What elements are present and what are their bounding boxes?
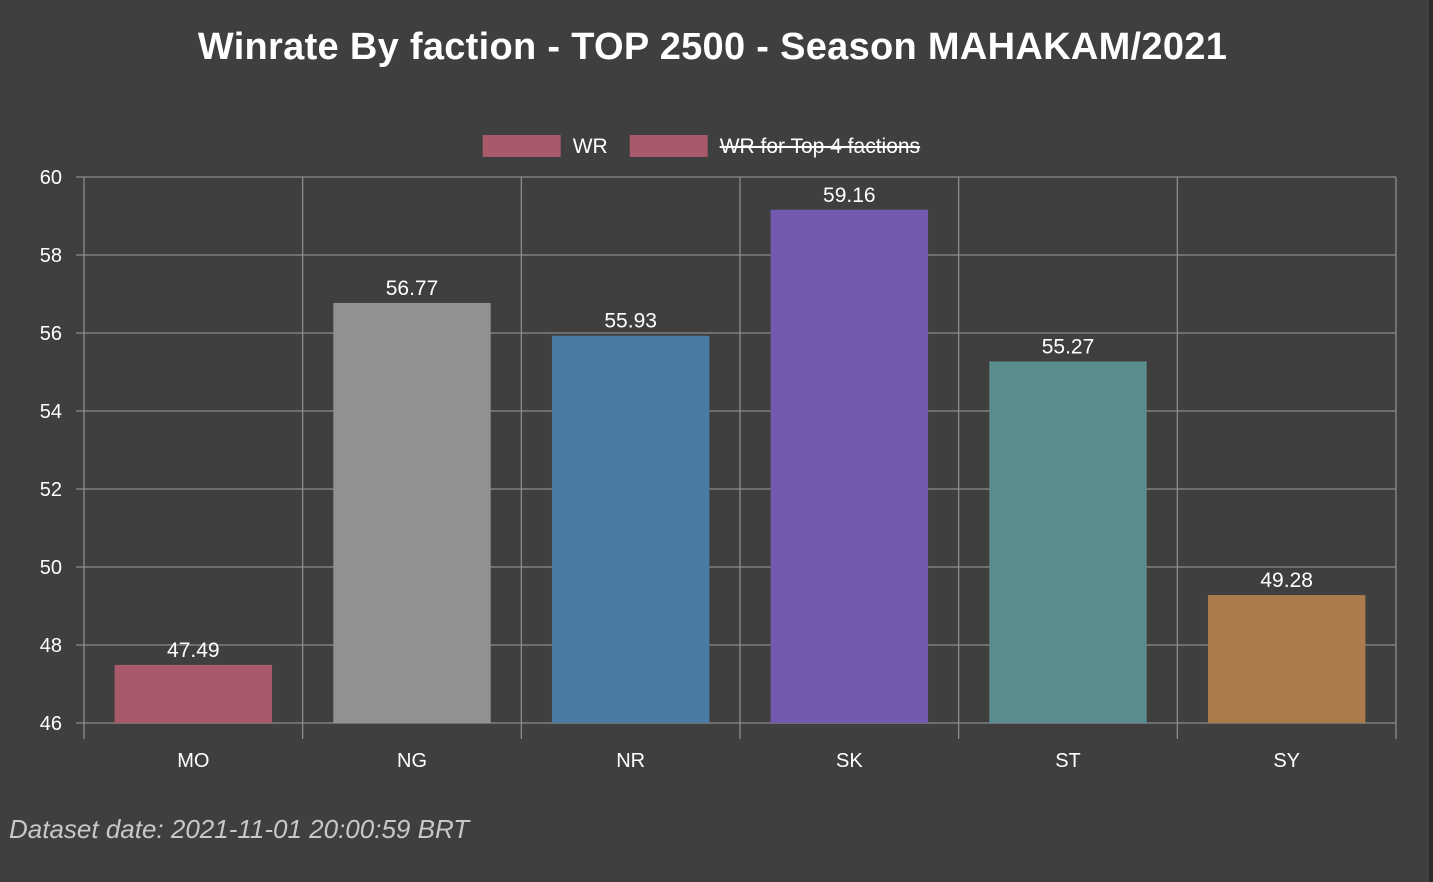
y-tick-label: 58 [40, 245, 62, 267]
x-tick-label: MO [177, 750, 209, 772]
value-label-sy: 49.28 [1260, 569, 1313, 592]
y-tick-label: 54 [40, 401, 62, 423]
x-tick-label: ST [1055, 750, 1081, 772]
value-label-ng: 56.77 [386, 277, 439, 300]
grid-lines [76, 176, 1397, 739]
legend-swatch [629, 135, 708, 157]
y-tick-label: 52 [40, 479, 62, 501]
x-tick-label: NR [616, 750, 645, 772]
x-tick-label: SK [836, 750, 863, 772]
value-label-st: 55.27 [1042, 335, 1095, 358]
legend: WR WR for Top 4 factions [482, 135, 921, 158]
legend-item-0[interactable]: WR [482, 135, 608, 158]
dataset-date-note: Dataset date: 2021-11-01 20:00:59 BRT [9, 814, 470, 844]
bar-sk[interactable] [770, 209, 929, 723]
bars [114, 209, 1366, 723]
axes: 46 48 50 52 54 56 58 60 MO NG NR SK ST SY [40, 167, 1300, 772]
chart-title: Winrate By faction - TOP 2500 - Season M… [197, 26, 1228, 68]
y-tick-label: 46 [40, 713, 62, 735]
bar-st[interactable] [989, 361, 1147, 723]
bar-ng[interactable] [333, 302, 491, 723]
value-label-nr: 55.93 [604, 310, 657, 333]
x-tick-label: NG [397, 750, 427, 772]
x-tick-label: SY [1273, 750, 1300, 772]
legend-item-1[interactable]: WR for Top 4 factions [629, 135, 921, 158]
y-tick-label: 48 [40, 635, 62, 657]
bar-sy[interactable] [1207, 595, 1366, 723]
value-label-mo: 47.49 [167, 639, 220, 662]
bar-nr[interactable] [551, 335, 710, 723]
y-tick-label: 56 [40, 323, 62, 345]
legend-swatch [482, 135, 561, 157]
value-label-sk: 59.16 [823, 184, 876, 207]
bar-mo[interactable] [114, 664, 273, 723]
legend-label: WR [573, 135, 608, 158]
y-tick-label: 60 [40, 167, 62, 189]
value-labels: 47.49 56.77 55.93 59.16 55.27 49.28 [167, 184, 1313, 662]
y-tick-label: 50 [40, 557, 62, 579]
